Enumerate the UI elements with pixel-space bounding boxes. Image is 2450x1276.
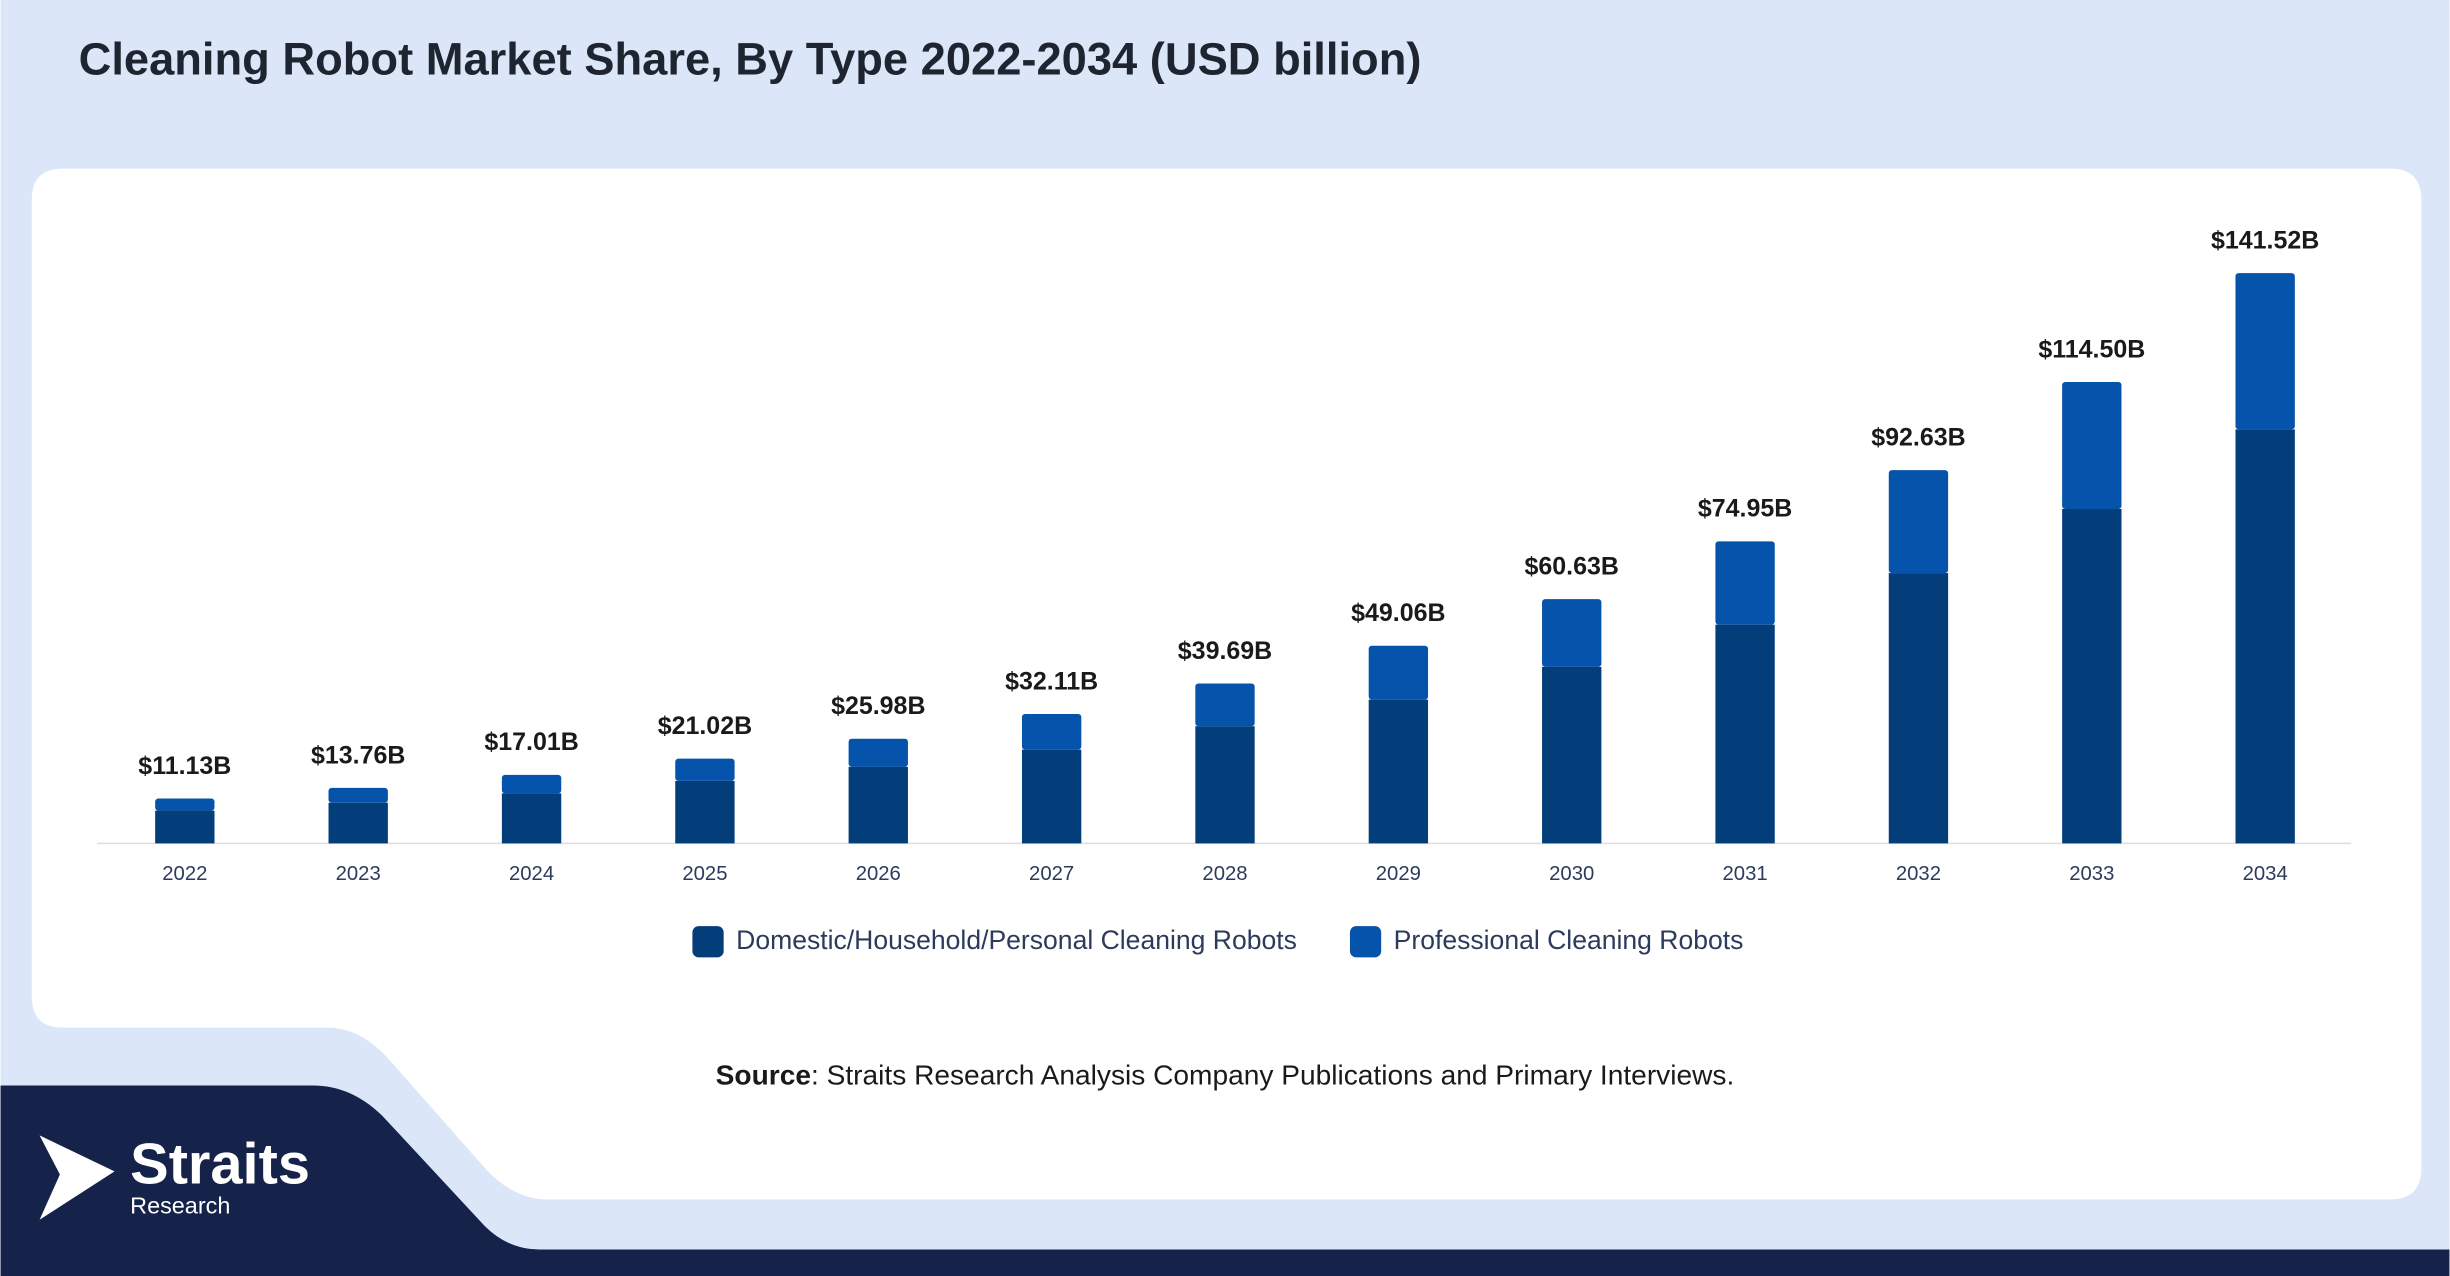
bar-segment <box>328 802 388 844</box>
total-label: $114.50B <box>2038 335 2145 363</box>
bar-segment <box>1715 624 1775 844</box>
total-label: $21.02B <box>658 712 752 740</box>
bar-segment <box>2062 382 2122 510</box>
bar-segment <box>1542 599 1602 667</box>
bar-segment <box>675 780 735 844</box>
bar-segment <box>328 787 388 803</box>
logo-name: Straits <box>130 1133 310 1197</box>
total-label: $49.06B <box>1351 599 1445 627</box>
x-tick-label: 2034 <box>2243 863 2288 885</box>
bar-segment <box>675 758 735 781</box>
x-tick-label: 2031 <box>1723 863 1768 885</box>
legend-swatch <box>692 926 724 958</box>
bar-segment <box>155 810 215 844</box>
total-label: $11.13B <box>138 752 231 780</box>
bar-segment <box>1368 645 1429 700</box>
bar-segment <box>1542 666 1602 844</box>
footer-band <box>0 1085 2450 1276</box>
x-tick-label: 2022 <box>162 863 207 885</box>
logo-sub: Research <box>130 1192 230 1218</box>
logo-icon <box>39 1135 115 1220</box>
x-tick-label: 2023 <box>336 863 381 885</box>
x-tick-label: 2028 <box>1202 863 1247 885</box>
bar-segment <box>1195 683 1255 727</box>
bar-segment <box>1368 699 1429 844</box>
bar-segment <box>501 774 562 794</box>
bar-segment <box>1715 541 1775 625</box>
legend-swatch <box>1349 926 1382 958</box>
chart-title: Cleaning Robot Market Share, By Type 202… <box>79 33 1422 84</box>
source-label: Source <box>716 1060 811 1091</box>
source: Source: Straits Research Analysis Compan… <box>716 1060 1735 1091</box>
legend-label: Domestic/Household/Personal Cleaning Rob… <box>736 925 1297 955</box>
bar-segment <box>2062 509 2122 844</box>
x-tick-label: 2033 <box>2069 863 2114 885</box>
bar-segment <box>1195 726 1255 844</box>
x-tick-label: 2025 <box>682 863 727 885</box>
bar-segment <box>1888 470 1949 574</box>
bar-segment <box>155 798 215 811</box>
x-tick-label: 2032 <box>1896 863 1941 885</box>
bar-segment <box>501 793 562 844</box>
total-label: $60.63B <box>1525 552 1619 580</box>
bar-segment <box>2235 273 2295 430</box>
total-label: $92.63B <box>1871 423 1965 451</box>
bar-segment <box>2235 429 2295 844</box>
bar-segment <box>848 738 908 767</box>
bar-segment <box>1021 713 1082 750</box>
x-tick-label: 2026 <box>856 863 901 885</box>
legend-label: Professional Cleaning Robots <box>1394 925 1744 955</box>
x-tick-label: 2030 <box>1549 863 1594 885</box>
bar-segment <box>848 766 908 844</box>
total-label: $141.52B <box>2211 226 2319 254</box>
source-text: : Straits Research Analysis Company Publ… <box>811 1060 1734 1091</box>
total-label: $17.01B <box>484 728 578 756</box>
bar-segment <box>1021 749 1082 844</box>
total-label: $13.76B <box>311 741 405 769</box>
total-label: $74.95B <box>1698 495 1792 523</box>
bar-segment <box>1888 573 1949 844</box>
x-tick-label: 2029 <box>1376 863 1421 885</box>
total-label: $32.11B <box>1005 667 1098 695</box>
x-tick-label: 2024 <box>509 863 554 885</box>
x-tick-label: 2027 <box>1029 863 1074 885</box>
total-label: $39.69B <box>1178 637 1272 665</box>
total-label: $25.98B <box>831 692 925 720</box>
